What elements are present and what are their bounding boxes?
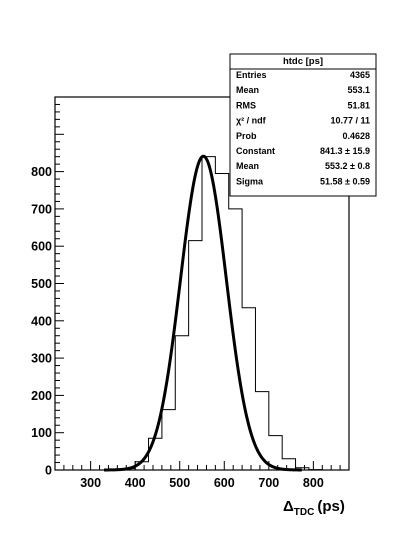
y-tick-label: 600: [31, 240, 52, 254]
y-tick-label: 800: [31, 165, 52, 179]
x-axis-tick-labels: 300 400 500 600 700 800: [80, 476, 324, 490]
stats-row-value: 51.81: [347, 100, 370, 110]
x-tick-label: 700: [258, 476, 279, 490]
stats-row-value: 553.2 ± 0.8: [325, 161, 370, 171]
x-tick-label: 300: [80, 476, 101, 490]
x-tick-label: 400: [125, 476, 146, 490]
y-tick-label: 100: [31, 426, 52, 440]
stats-box: htdc [ps] Entries 4365 Mean 553.1 RMS 51.81 χ²…: [229, 53, 377, 197]
stats-row-label: Mean: [236, 161, 259, 171]
x-axis-title: ΔTDC (ps): [283, 498, 345, 518]
y-tick-label: 500: [31, 277, 52, 291]
x-axis-ticks: [54, 461, 350, 470]
stats-row-label: Entries: [236, 70, 267, 80]
y-tick-label: 0: [45, 464, 52, 478]
stats-row-value: 51.58 ± 0.59: [320, 176, 370, 186]
stats-row-value: 10.77 / 11: [330, 116, 370, 126]
stats-row-label: χ² / ndf: [236, 116, 267, 126]
stats-box-frame: [229, 53, 377, 197]
y-tick-label: 700: [31, 202, 52, 216]
stats-row-value: 841.3 ± 15.9: [320, 146, 370, 156]
x-axis-title-unit: (ps): [317, 498, 345, 515]
x-tick-label: 800: [303, 476, 324, 490]
x-axis-title-subscript: TDC: [294, 507, 315, 518]
stats-box-title: htdc [ps]: [283, 56, 323, 67]
x-axis-title-symbol: Δ: [283, 498, 294, 515]
stats-row-label: Constant: [236, 146, 275, 156]
stats-row-label: RMS: [236, 100, 256, 110]
y-axis-tick-labels: 0 100 200 300 400 500 600 700 800: [31, 165, 52, 477]
stats-row-value: 0.4628: [342, 131, 370, 141]
y-axis-ticks: [55, 96, 64, 471]
y-tick-label: 200: [31, 389, 52, 403]
stats-row-value: 553.1: [347, 85, 370, 95]
stats-row-value: 4365: [350, 70, 370, 80]
x-tick-label: 500: [169, 476, 190, 490]
stats-row-label: Sigma: [236, 176, 264, 186]
y-tick-label: 400: [31, 314, 52, 328]
histogram-series: [55, 156, 349, 471]
stats-box-rows: Entries 4365 Mean 553.1 RMS 51.81 χ² / ndf 10.7…: [236, 70, 370, 186]
stats-row-label: Prob: [236, 131, 257, 141]
gaussian-fit-curve: [103, 154, 303, 472]
x-tick-label: 600: [214, 476, 235, 490]
stats-row-label: Mean: [236, 85, 259, 95]
y-tick-label: 300: [31, 352, 52, 366]
